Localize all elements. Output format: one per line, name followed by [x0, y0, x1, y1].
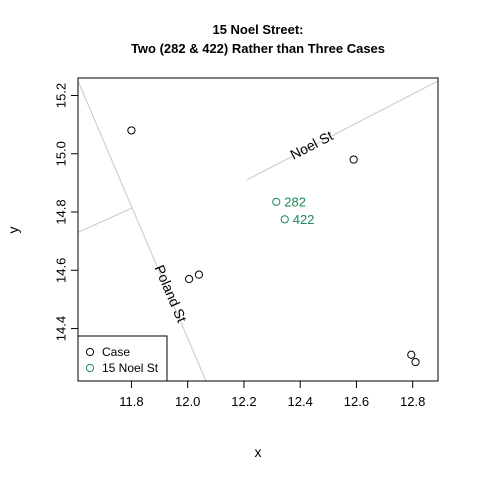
x-tick-label-3: 12.4 [288, 394, 313, 409]
chart-title-line-1: 15 Noel Street: [212, 22, 303, 37]
point-s0-0 [127, 126, 136, 135]
street-line-0 [246, 80, 439, 181]
street-label-0: Noel St [287, 127, 335, 162]
point-s0-4 [407, 350, 416, 359]
y-axis: 14.4 14.6 14.8 15.0 15.2 [54, 83, 79, 341]
legend-label-15-noel-st: 15 Noel St [102, 361, 159, 375]
legend-box [77, 335, 168, 382]
legend-marker-case [85, 347, 95, 357]
point-s0-2 [194, 270, 204, 279]
y-tick-label-1: 14.6 [54, 258, 69, 283]
x-tick-label-2: 12.2 [231, 394, 256, 409]
y-tick-label-2: 14.8 [54, 199, 69, 224]
y-tick-label-0: 14.4 [54, 316, 69, 341]
legend-label-case: Case [102, 345, 130, 359]
point-s0-5 [411, 357, 420, 367]
legend: Case 15 Noel St [77, 335, 168, 382]
street-line-1 [77, 80, 207, 382]
point-label-422: 422 [293, 212, 315, 227]
street-lines [77, 80, 439, 382]
street-label-1: Poland St [152, 263, 191, 325]
legend-marker-15-noel-st [85, 363, 95, 373]
y-tick-label-4: 15.2 [54, 83, 69, 108]
x-tick-label-1: 12.0 [175, 394, 200, 409]
point-s0-3 [349, 155, 358, 164]
point-s0-1 [184, 274, 194, 284]
point-label-282: 282 [284, 194, 306, 209]
x-tick-label-0: 11.8 [119, 394, 143, 409]
x-axis: 11.8 12.0 12.2 12.4 12.6 12.8 [119, 380, 425, 409]
chart-title-line-2: Two (282 & 422) Rather than Three Cases [131, 41, 385, 56]
x-tick-label-4: 12.6 [344, 394, 369, 409]
x-axis-label: x [255, 444, 262, 460]
y-axis-label: y [5, 227, 21, 234]
street-line-2 [77, 207, 134, 233]
y-tick-label-3: 15.0 [54, 141, 69, 166]
point-s1-0 [272, 197, 281, 206]
data-points [127, 126, 420, 367]
point-s1-1 [280, 215, 289, 224]
x-tick-label-5: 12.8 [400, 394, 425, 409]
